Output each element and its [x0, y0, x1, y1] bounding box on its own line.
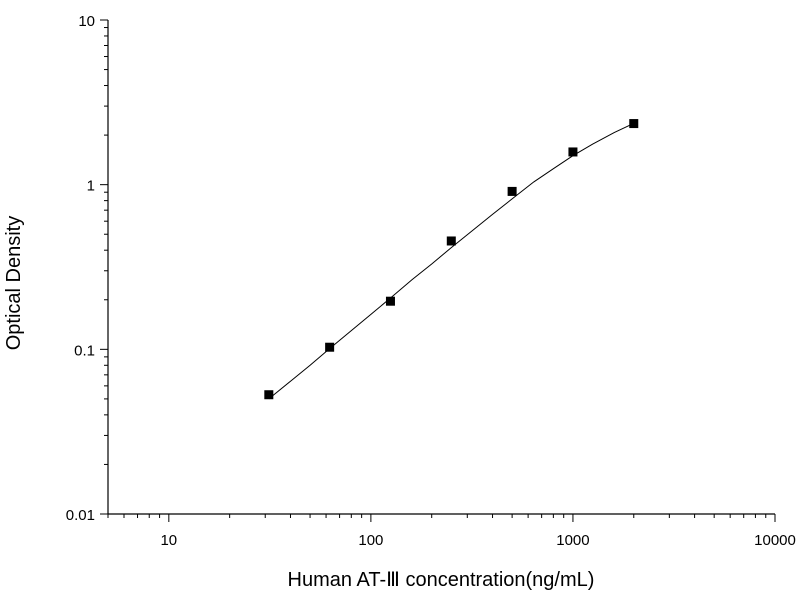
- axes-group: 10 100 1000 10000 0.01 0.1 1 10: [66, 13, 796, 549]
- x-tick-label: 1000: [556, 532, 589, 549]
- y-axis-title: Optical Density: [3, 216, 25, 351]
- x-tick-label: 100: [358, 532, 383, 549]
- x-tick-label: 10: [160, 532, 177, 549]
- x-tick-label: 10000: [754, 532, 796, 549]
- data-points-group: [264, 119, 639, 400]
- data-point: [629, 119, 639, 129]
- y-tick-label: 1: [87, 178, 95, 195]
- data-point: [385, 296, 395, 306]
- x-axis-title: Human AT-Ⅲ concentration(ng/mL): [288, 569, 595, 591]
- fit-curve-group: [268, 122, 635, 400]
- data-point: [325, 342, 335, 352]
- data-point: [568, 147, 578, 157]
- fit-curve: [268, 122, 635, 400]
- data-point: [507, 186, 517, 196]
- y-tick-label: 0.01: [66, 507, 95, 524]
- data-point: [264, 390, 274, 400]
- y-tick-label: 0.1: [74, 342, 95, 359]
- data-point: [446, 236, 456, 246]
- y-tick-label: 10: [78, 13, 95, 30]
